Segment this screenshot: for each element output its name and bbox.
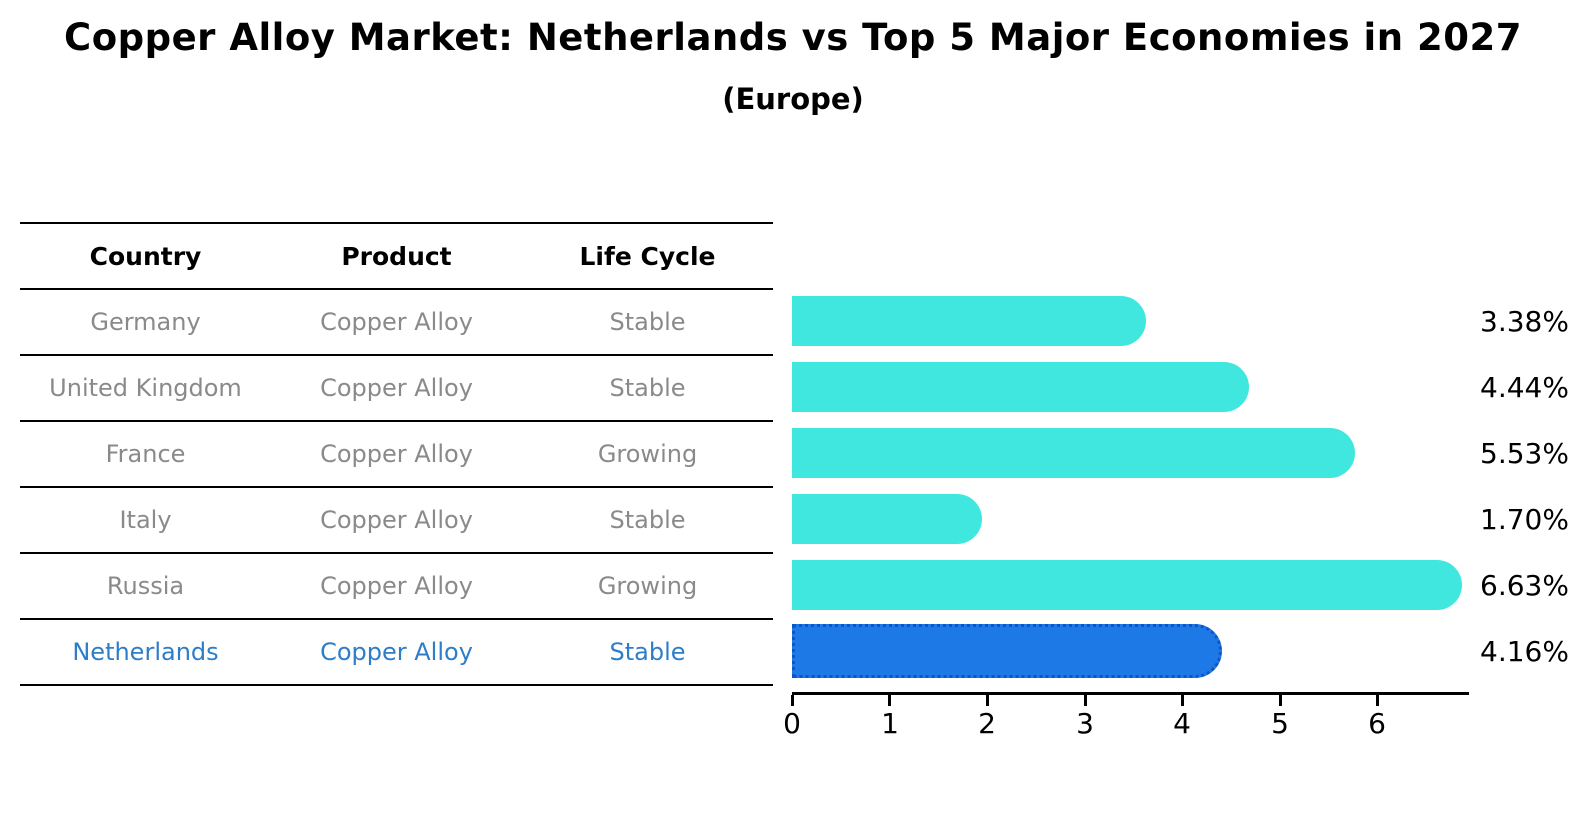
x-axis-tick xyxy=(1279,695,1282,706)
country-cell: Italy xyxy=(119,506,172,534)
x-axis-tick xyxy=(888,695,891,706)
table-row-germany: Germany Copper Alloy Stable xyxy=(20,290,773,356)
x-axis-tick xyxy=(791,695,794,706)
x-axis-tick xyxy=(1376,695,1379,706)
country-cell: Russia xyxy=(106,572,185,600)
x-axis-tick xyxy=(986,695,989,706)
life-cycle-cell: Growing xyxy=(597,572,698,600)
country-cell: United Kingdom xyxy=(49,374,242,402)
value-label-italy: 1.70% xyxy=(1480,502,1569,536)
bar-united-kingdom xyxy=(792,362,1249,412)
column-header-country: Country xyxy=(89,241,202,271)
bar-italy xyxy=(792,494,982,544)
x-tick-label-2: 2 xyxy=(978,707,996,740)
product-cell: Copper Alloy xyxy=(320,440,473,468)
x-tick-label-1: 1 xyxy=(881,707,899,740)
page-subtitle: (Europe) xyxy=(722,82,864,116)
product-cell: Copper Alloy xyxy=(320,506,473,534)
product-cell: Copper Alloy xyxy=(320,638,473,666)
country-cell: Netherlands xyxy=(72,638,219,666)
bar-netherlands-highlighted xyxy=(792,624,1222,678)
value-label-germany: 3.38% xyxy=(1480,304,1569,338)
x-tick-label-0: 0 xyxy=(783,707,801,740)
bar-russia xyxy=(792,560,1463,610)
x-axis-tick xyxy=(1084,695,1087,706)
table-row-italy: Italy Copper Alloy Stable xyxy=(20,488,773,554)
x-tick-label-5: 5 xyxy=(1271,707,1289,740)
life-cycle-cell: Stable xyxy=(609,506,686,534)
value-label-russia: 6.63% xyxy=(1480,568,1569,602)
table-row-united-kingdom: United Kingdom Copper Alloy Stable xyxy=(20,356,773,422)
x-tick-label-4: 4 xyxy=(1173,707,1191,740)
bar-france xyxy=(792,428,1356,478)
x-tick-label-6: 6 xyxy=(1368,707,1386,740)
column-header-product: Product xyxy=(341,241,452,271)
product-cell: Copper Alloy xyxy=(320,374,473,402)
page-title: Copper Alloy Market: Netherlands vs Top … xyxy=(64,16,1522,59)
product-cell: Copper Alloy xyxy=(320,308,473,336)
table-row-netherlands-highlighted: Netherlands Copper Alloy Stable xyxy=(20,620,773,686)
value-label-united-kingdom: 4.44% xyxy=(1480,370,1569,404)
country-table: Country Product Life Cycle Germany Coppe… xyxy=(20,222,773,686)
x-axis-tick xyxy=(1181,695,1184,706)
bar-germany xyxy=(792,296,1146,346)
life-cycle-cell: Stable xyxy=(609,308,686,336)
life-cycle-cell: Stable xyxy=(609,638,686,666)
life-cycle-cell: Stable xyxy=(609,374,686,402)
table-row-russia: Russia Copper Alloy Growing xyxy=(20,554,773,620)
country-cell: Germany xyxy=(90,308,201,336)
value-label-france: 5.53% xyxy=(1480,436,1569,470)
x-axis-line xyxy=(792,692,1469,695)
country-cell: France xyxy=(105,440,186,468)
value-label-netherlands: 4.16% xyxy=(1480,634,1569,668)
product-cell: Copper Alloy xyxy=(320,572,473,600)
life-cycle-cell: Growing xyxy=(597,440,698,468)
table-row-france: France Copper Alloy Growing xyxy=(20,422,773,488)
table-header-row: Country Product Life Cycle xyxy=(20,224,773,290)
column-header-life-cycle: Life Cycle xyxy=(579,241,716,271)
x-tick-label-3: 3 xyxy=(1076,707,1094,740)
